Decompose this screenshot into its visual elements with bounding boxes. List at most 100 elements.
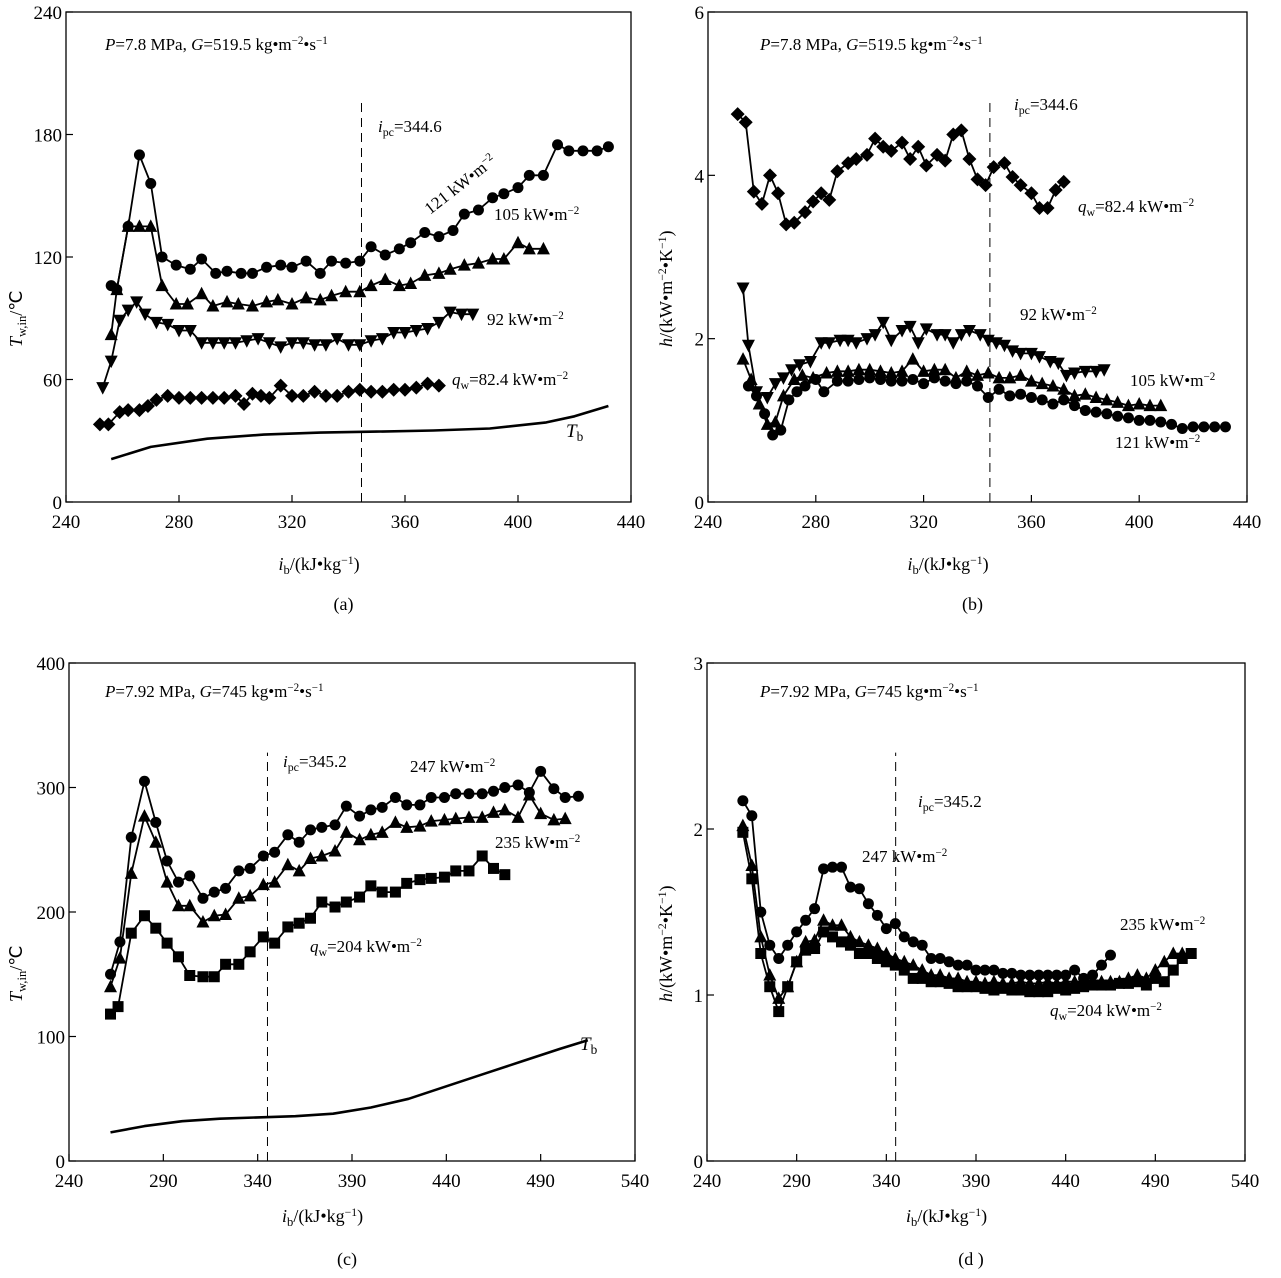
series-point <box>880 923 892 935</box>
series-point <box>918 378 930 390</box>
series-point <box>1056 174 1071 189</box>
y-tick-label: 4 <box>695 166 705 187</box>
y-tick-label: 0 <box>56 1152 66 1173</box>
series-point <box>498 802 512 816</box>
series-point <box>104 327 118 341</box>
series-point <box>841 364 855 377</box>
series-point <box>895 135 910 150</box>
series-point <box>112 1001 124 1013</box>
series-point <box>274 341 288 354</box>
series-121-kw-m- <box>742 372 1231 441</box>
series-point <box>1105 979 1116 991</box>
series-point <box>376 801 388 813</box>
x-tick-label: 280 <box>165 512 194 533</box>
series-point <box>563 145 575 157</box>
series-point <box>751 390 763 402</box>
series-point <box>365 880 377 892</box>
series-point <box>787 215 802 230</box>
series-point <box>130 296 144 309</box>
series-point <box>389 886 401 898</box>
series-point <box>979 982 991 994</box>
series-point <box>871 909 883 921</box>
series-point <box>499 869 511 881</box>
series-point <box>939 375 951 387</box>
series-point <box>196 914 210 928</box>
series-point <box>245 386 260 401</box>
series-point <box>376 886 388 898</box>
series-point <box>424 814 438 827</box>
series-point <box>262 337 276 350</box>
panel-label: (a) <box>334 594 354 615</box>
series-point <box>911 337 925 350</box>
series-point <box>184 969 196 981</box>
series-point <box>860 333 874 346</box>
series-point <box>1176 952 1188 964</box>
series-point <box>836 936 847 948</box>
series-235-kw-m- <box>104 787 572 993</box>
series-point <box>889 959 901 971</box>
ipc-label: ipc=345.2 <box>918 792 982 814</box>
series-point <box>300 255 312 267</box>
series-point <box>420 376 435 391</box>
series-point <box>208 971 220 983</box>
series-point <box>831 375 843 387</box>
x-tick-label: 440 <box>617 512 646 533</box>
chart-title: P=7.92 MPa, G=745 kg•m−2•s−1 <box>759 682 979 701</box>
series-point <box>1025 391 1037 403</box>
series-point <box>992 370 1006 384</box>
series-point <box>849 152 864 166</box>
series-point <box>938 153 953 168</box>
series-point <box>268 875 282 888</box>
y-tick-label: 6 <box>695 3 705 24</box>
series-q-w-82-4-kw-m- <box>92 376 446 432</box>
series-point <box>1089 365 1103 379</box>
chart-title: P=7.92 MPa, G=745 kg•m−2•s−1 <box>104 682 324 701</box>
series-point <box>133 149 145 161</box>
series-point <box>404 276 418 290</box>
series-point <box>898 931 910 943</box>
series-point <box>993 383 1005 395</box>
series-point <box>144 219 158 232</box>
series-point <box>771 186 786 201</box>
series-point <box>171 898 185 912</box>
series-point <box>1122 977 1134 989</box>
series-point <box>328 843 342 857</box>
series-point <box>219 907 233 920</box>
series-point <box>830 164 845 179</box>
series-point <box>149 835 163 848</box>
series-point <box>243 888 257 902</box>
series-point <box>814 186 829 201</box>
series-point <box>938 329 952 342</box>
series-point <box>978 178 993 193</box>
series-point <box>754 196 769 211</box>
series-point <box>304 912 316 924</box>
series-point <box>387 327 401 340</box>
series-point <box>970 981 982 993</box>
series-point <box>246 267 258 279</box>
series-point <box>379 249 391 261</box>
series-point <box>150 816 162 828</box>
chart-panel-a: 240 280 320 360 400 440 0 60 120 180 240 ipc=344.6 P… <box>6 3 645 615</box>
series-point <box>952 959 964 971</box>
series-line <box>109 770 579 975</box>
series-point <box>1059 974 1073 988</box>
x-tick-label: 240 <box>52 512 81 533</box>
series-point <box>760 391 774 405</box>
y-tick-label: 0 <box>695 493 705 514</box>
series-point <box>873 364 887 377</box>
series-point <box>961 981 973 993</box>
series-t-b <box>110 1038 589 1134</box>
series-annotation: qw=82.4 kW•m−2 <box>1078 197 1194 219</box>
chart-title: P=7.8 MPa, G=519.5 kg•m−2•s−1 <box>104 35 328 54</box>
series-point <box>1005 169 1020 184</box>
series-point <box>414 874 426 886</box>
series-point <box>547 812 561 826</box>
x-tick-label: 290 <box>782 1171 811 1192</box>
series-point <box>1013 178 1028 193</box>
series-point <box>987 974 1001 988</box>
y-tick-label: 3 <box>694 654 704 675</box>
series-point <box>775 424 787 436</box>
y-tick-label: 2 <box>695 330 705 351</box>
series-point <box>559 791 571 803</box>
